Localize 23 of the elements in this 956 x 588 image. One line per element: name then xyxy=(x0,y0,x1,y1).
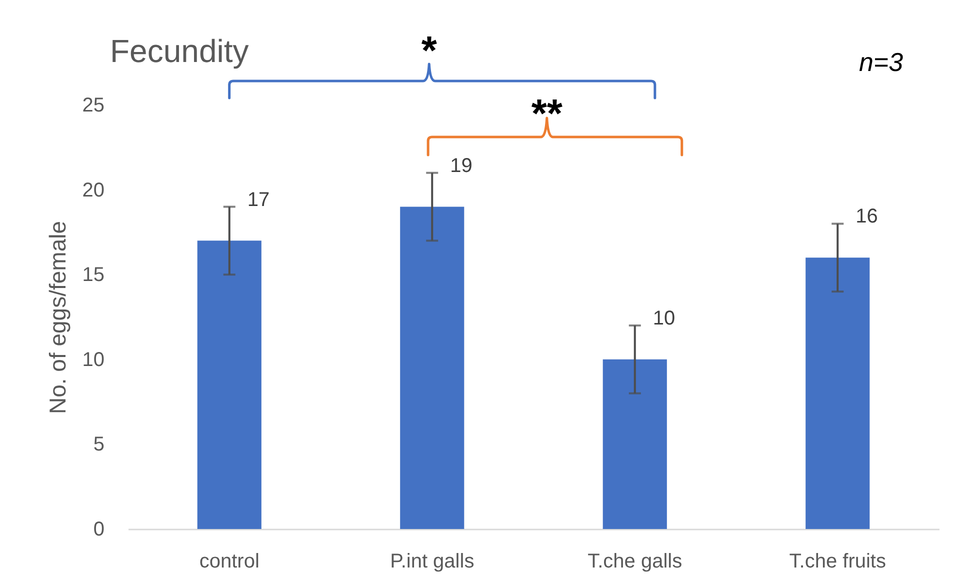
y-tick-label: 25 xyxy=(82,94,104,116)
x-tick-label: T.che galls xyxy=(588,550,682,572)
y-tick-label: 5 xyxy=(93,434,104,456)
bar xyxy=(197,240,262,529)
y-tick-label: 20 xyxy=(82,179,104,202)
x-tick-label: control xyxy=(199,550,260,572)
y-axis-title: No. of eggs/female xyxy=(44,220,70,414)
data-label: 16 xyxy=(856,206,878,228)
data-label: 10 xyxy=(652,307,676,330)
bar xyxy=(602,359,667,529)
y-tick-label: 15 xyxy=(82,264,104,286)
bar xyxy=(400,206,464,529)
data-label: 17 xyxy=(247,188,270,211)
x-tick-label: T.che fruits xyxy=(789,550,886,572)
chart-title: Fecundity xyxy=(110,33,249,69)
annotation: ** xyxy=(531,92,563,136)
x-tick-label: P.int galls xyxy=(390,550,474,572)
y-tick-label: 0 xyxy=(93,518,104,540)
data-label: 19 xyxy=(450,154,472,177)
y-tick-label: 10 xyxy=(82,348,104,371)
text: * xyxy=(421,29,438,73)
text: n=3 xyxy=(858,47,904,77)
bar xyxy=(806,258,870,529)
